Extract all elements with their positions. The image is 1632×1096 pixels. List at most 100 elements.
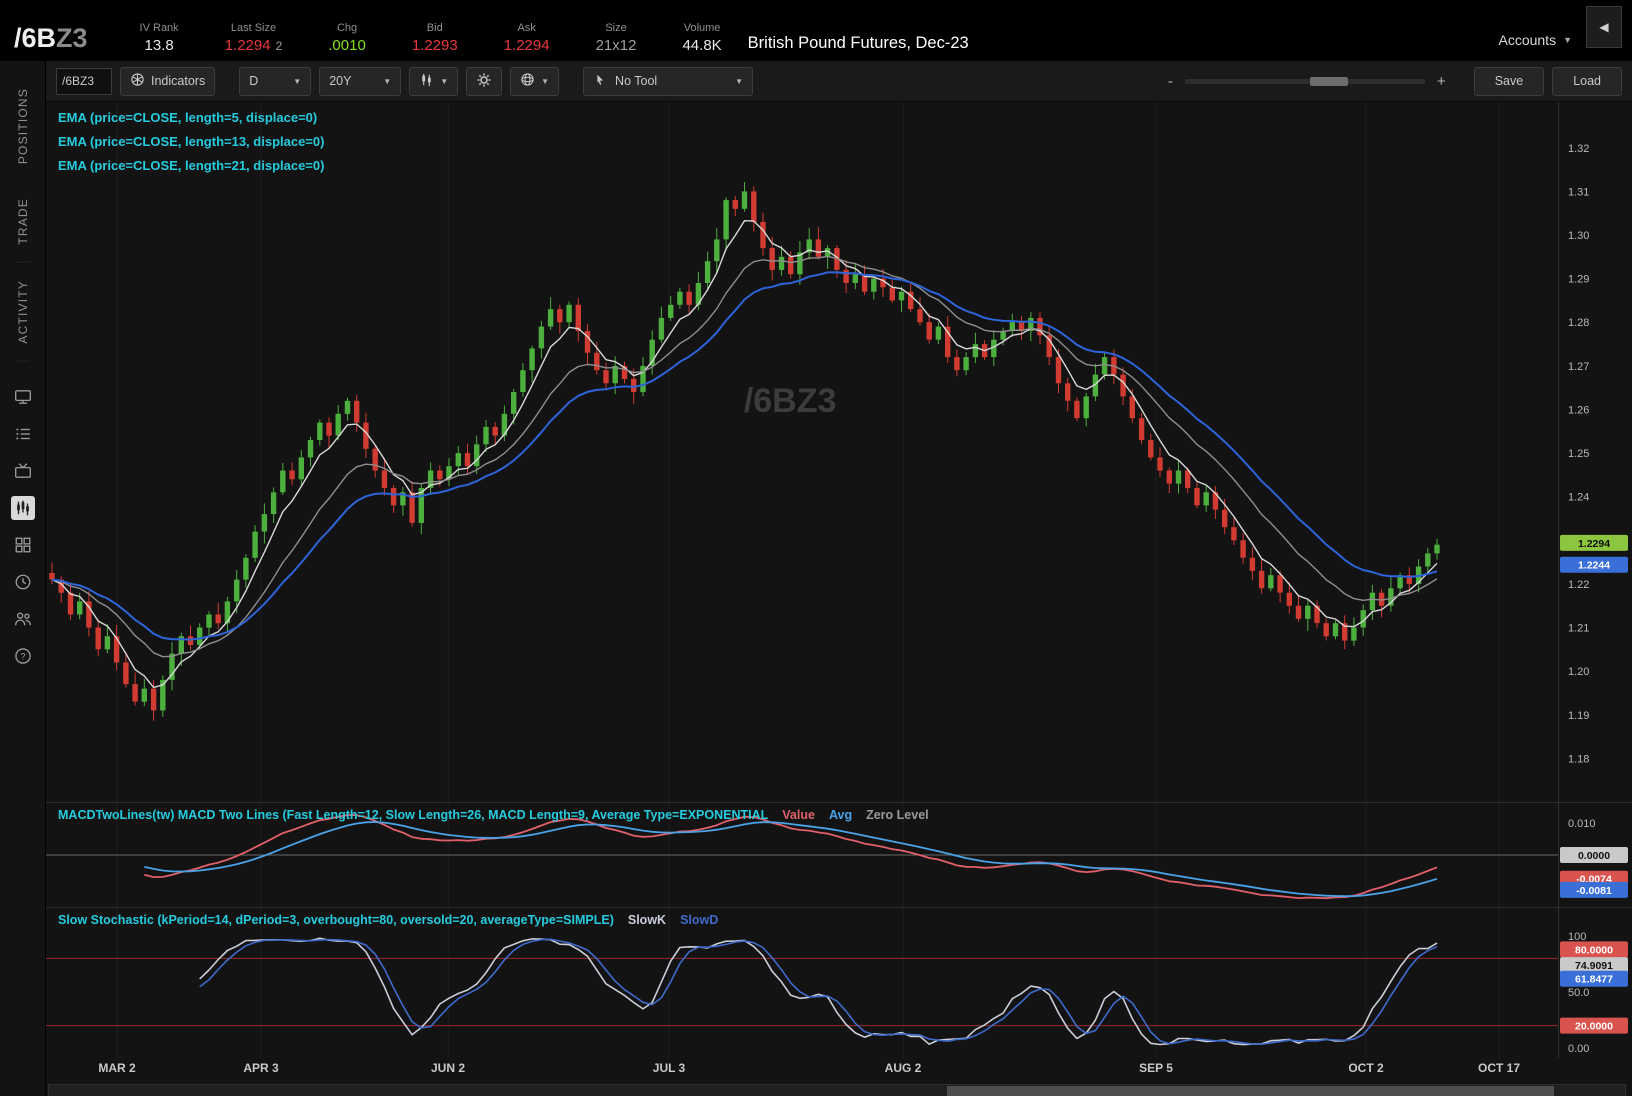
accounts-dropdown[interactable]: Accounts ▼ [1498, 32, 1572, 54]
quote-fields: IV Rank13.8Last Size1.22942Chg.0010Bid1.… [140, 22, 722, 54]
quote-field-size: Size21x12 [596, 22, 637, 54]
svg-text:-0.0081: -0.0081 [1576, 885, 1612, 897]
svg-text:50.0: 50.0 [1568, 987, 1589, 999]
chevron-down-icon: ▼ [440, 77, 448, 86]
svg-text:1.21: 1.21 [1568, 623, 1589, 635]
candlestick-type-icon [419, 72, 434, 90]
x-axis-label: JUN 2 [431, 1061, 465, 1075]
tv-icon[interactable] [11, 459, 35, 483]
svg-text:1.2244: 1.2244 [1578, 560, 1610, 572]
chevron-down-icon: ▼ [1563, 35, 1572, 45]
symbol-expiry: Z3 [56, 23, 88, 53]
macd-study-pane[interactable]: 0.0100.0000-0.0074-0.0081 MACDTwoLines(t… [46, 802, 1632, 907]
instrument-description: British Pound Futures, Dec-23 [748, 34, 969, 54]
chart-area: 1.181.191.201.211.221.231.241.251.261.27… [46, 102, 1632, 1096]
community-icon[interactable] [11, 607, 35, 631]
x-axis-label: SEP 5 [1139, 1061, 1173, 1075]
chevron-down-icon: ▼ [541, 77, 549, 86]
globe-icon [520, 72, 535, 90]
stochastic-study-pane[interactable]: 10050.00.0080.000074.909161.847720.0000 … [46, 907, 1632, 1058]
quote-field-last-size: Last Size1.22942 [225, 22, 283, 54]
chart-scrollbar-thumb[interactable] [947, 1086, 1554, 1096]
sidebar-tab-trade[interactable]: TRADE [16, 181, 30, 263]
settings-button[interactable] [466, 67, 502, 96]
indicators-button[interactable]: Indicators [120, 67, 215, 96]
indicators-label: Indicators [151, 74, 205, 88]
time-axis: MAR 2 APR 3 JUN 2 JUL 3 AUG 2 SEP 5 OCT 2 OCT 1… [46, 1058, 1632, 1080]
chart-toolbar: Indicators D ▼ 20Y ▼ ▼ [46, 61, 1632, 102]
x-axis-label: OCT 2 [1348, 1061, 1383, 1075]
svg-text:0.00: 0.00 [1568, 1043, 1589, 1055]
range-value: 20Y [329, 74, 351, 88]
charts-icon[interactable] [11, 496, 35, 520]
drawing-tool-dropdown[interactable]: No Tool ▼ [583, 67, 753, 96]
tool-label: No Tool [615, 74, 657, 88]
chart-scrollbar[interactable] [48, 1084, 1626, 1096]
aggregation-value: D [249, 74, 258, 88]
x-axis-label: MAR 2 [98, 1061, 135, 1075]
quote-header: /6BZ3 IV Rank13.8 Last Size1.22942 Chg.001… [0, 0, 1632, 61]
chevron-down-icon: ▼ [735, 77, 743, 86]
svg-text:?: ? [20, 652, 25, 662]
svg-text:1.28: 1.28 [1568, 317, 1589, 329]
svg-text:1.19: 1.19 [1568, 710, 1589, 722]
symbol-input[interactable] [56, 68, 112, 95]
collapse-panel-button[interactable]: ◀ [1586, 6, 1622, 48]
tool-current: No Tool [593, 73, 657, 90]
symbol-root: /6B [14, 23, 56, 53]
range-dropdown[interactable]: 20Y ▼ [319, 67, 401, 96]
svg-text:74.9091: 74.9091 [1575, 960, 1613, 972]
help-icon[interactable]: ? [11, 644, 35, 668]
sidebar-icon-stack: ? [11, 385, 35, 668]
chart-style-dropdown[interactable]: ▼ [510, 67, 559, 96]
left-sidebar: POSITIONS TRADE ACTIVITY [0, 61, 46, 1096]
header-symbol: /6BZ3 [14, 23, 88, 54]
svg-text:0.0000: 0.0000 [1578, 850, 1610, 862]
sidebar-tab-activity[interactable]: ACTIVITY [16, 263, 30, 362]
quote-field-chg: Chg.0010 [328, 22, 366, 54]
sidebar-tab-positions[interactable]: POSITIONS [16, 71, 30, 181]
svg-text:1.20: 1.20 [1568, 666, 1589, 678]
quote-field-ask: Ask1.2294 [504, 22, 550, 54]
svg-text:1.18: 1.18 [1568, 753, 1589, 765]
trading-app-window: /6BZ3 IV Rank13.8 Last Size1.22942 Chg.001… [0, 0, 1632, 1096]
watchlist-icon[interactable] [11, 422, 35, 446]
svg-text:1.2294: 1.2294 [1578, 538, 1610, 550]
svg-text:1.29: 1.29 [1568, 274, 1589, 286]
svg-text:0.010: 0.010 [1568, 818, 1596, 830]
quote-field-iv-rank: IV Rank13.8 [140, 22, 179, 54]
zoom-out-button[interactable]: - [1164, 73, 1177, 90]
zoom-slider-thumb[interactable] [1310, 77, 1348, 86]
svg-text:100: 100 [1568, 931, 1586, 943]
chevron-left-icon: ◀ [1599, 20, 1608, 34]
x-axis-label: JUL 3 [653, 1061, 685, 1075]
svg-text:1.27: 1.27 [1568, 361, 1589, 373]
svg-text:80.0000: 80.0000 [1575, 944, 1613, 956]
monitor-icon[interactable] [11, 385, 35, 409]
svg-text:61.8477: 61.8477 [1575, 974, 1613, 986]
svg-text:1.25: 1.25 [1568, 448, 1589, 460]
chart-workspace: Indicators D ▼ 20Y ▼ ▼ [46, 61, 1632, 1096]
x-axis-label: OCT 17 [1478, 1061, 1520, 1075]
svg-text:1.32: 1.32 [1568, 143, 1589, 155]
accounts-label: Accounts [1498, 32, 1556, 48]
apps-grid-icon[interactable] [11, 533, 35, 557]
price-chart-pane[interactable]: 1.181.191.201.211.221.231.241.251.261.27… [46, 102, 1632, 802]
x-axis-label: APR 3 [243, 1061, 278, 1075]
cursor-icon [593, 73, 607, 90]
gear-icon [476, 72, 492, 91]
x-axis-label: AUG 2 [885, 1061, 922, 1075]
chart-type-dropdown[interactable]: ▼ [409, 67, 458, 96]
history-clock-icon[interactable] [11, 570, 35, 594]
zoom-slider[interactable] [1185, 79, 1425, 84]
svg-text:1.30: 1.30 [1568, 230, 1589, 242]
save-button[interactable]: Save [1474, 67, 1545, 96]
svg-text:1.22: 1.22 [1568, 579, 1589, 591]
load-button[interactable]: Load [1552, 67, 1622, 96]
zoom-in-button[interactable]: + [1433, 73, 1450, 90]
quote-field-volume: Volume44.8K [682, 22, 721, 54]
aggregation-dropdown[interactable]: D ▼ [239, 67, 311, 96]
svg-text:20.0000: 20.0000 [1575, 1021, 1613, 1033]
svg-text:1.26: 1.26 [1568, 405, 1589, 417]
svg-text:1.24: 1.24 [1568, 492, 1589, 504]
